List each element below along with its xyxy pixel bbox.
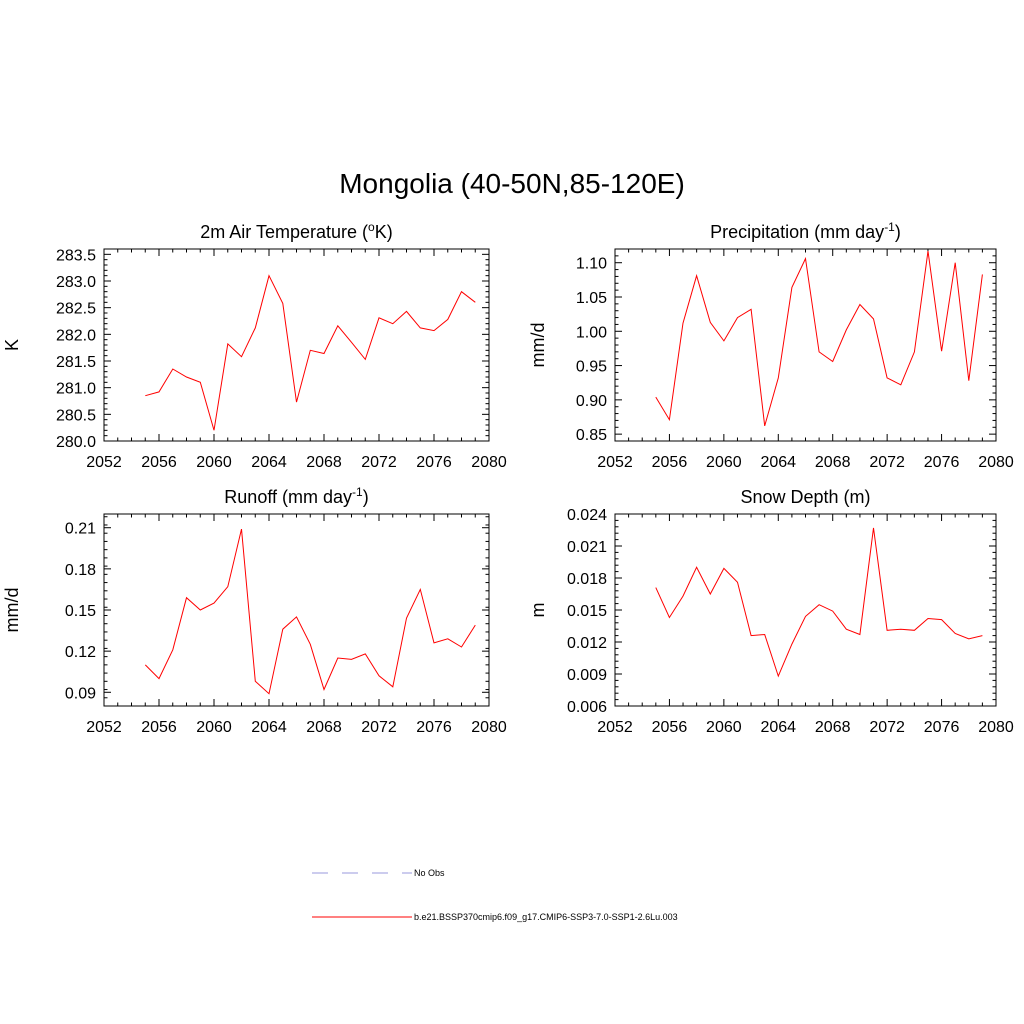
x-tick-label: 2076 bbox=[924, 454, 960, 471]
figure-title: Mongolia (40-50N,85-120E) bbox=[339, 168, 685, 199]
x-tick-label: 2064 bbox=[251, 454, 287, 471]
panel-title-superscript: o bbox=[368, 220, 375, 234]
x-tick-label: 2076 bbox=[416, 454, 452, 471]
y-axis-label: mm/d bbox=[528, 323, 548, 368]
x-tick-label: 2052 bbox=[597, 454, 633, 471]
x-tick-label: 2072 bbox=[361, 454, 397, 471]
x-tick-label: 2060 bbox=[706, 454, 742, 471]
x-tick-label: 2056 bbox=[141, 719, 177, 736]
panel-title-end: K) bbox=[375, 222, 393, 242]
y-axis-label: mm/d bbox=[2, 588, 22, 633]
y-tick-label: 283.0 bbox=[56, 274, 96, 291]
panel-title-main: Snow Depth (m) bbox=[740, 487, 870, 507]
legend-label-model-run: b.e21.BSSP370cmip6.f09_g17.CMIP6-SSP3-7.… bbox=[414, 912, 678, 922]
x-tick-label: 2060 bbox=[196, 719, 232, 736]
panel-title: 2m Air Temperature (oK) bbox=[200, 220, 392, 242]
chart-snow-depth: 2052 2056 2060 2064 2068 2072 2076 2080 0.006 0.0… bbox=[528, 487, 1014, 736]
x-tick-label: 2064 bbox=[760, 719, 796, 736]
x-tick-label: 2060 bbox=[706, 719, 742, 736]
legend-label-no-obs: No Obs bbox=[414, 868, 445, 878]
y-axis-label: K bbox=[2, 339, 22, 351]
plot-frame bbox=[614, 513, 997, 707]
y-tick-label: 0.21 bbox=[65, 521, 96, 538]
y-tick-label: 0.90 bbox=[576, 393, 607, 410]
x-tick-label: 2072 bbox=[869, 454, 905, 471]
panel-title-superscript: -1 bbox=[884, 220, 895, 234]
panel-title-superscript: -1 bbox=[352, 485, 363, 499]
panel-title-end: ) bbox=[895, 222, 901, 242]
legend-item-no-obs: No Obs bbox=[312, 868, 445, 878]
y-tick-label: 0.009 bbox=[567, 667, 607, 684]
chart-runoff: 2052 2056 2060 2064 2068 2072 2076 2080 0.09 0.12… bbox=[2, 485, 507, 736]
panel-title: Runoff (mm day-1) bbox=[224, 485, 368, 507]
x-tick-label: 2080 bbox=[471, 454, 507, 471]
y-axis-label: m bbox=[528, 603, 548, 618]
x-tick-label: 2052 bbox=[86, 719, 122, 736]
x-tick-label: 2068 bbox=[815, 719, 851, 736]
x-tick-label: 2064 bbox=[760, 454, 796, 471]
x-tick-label: 2072 bbox=[869, 719, 905, 736]
y-tick-label: 0.85 bbox=[576, 427, 607, 444]
y-tick-label: 0.012 bbox=[567, 635, 607, 652]
x-tick-label: 2052 bbox=[597, 719, 633, 736]
y-tick-label: 280.0 bbox=[56, 434, 96, 451]
y-tick-label: 282.5 bbox=[56, 301, 96, 318]
x-tick-label: 2056 bbox=[652, 719, 688, 736]
y-tick-label: 0.018 bbox=[567, 571, 607, 588]
x-tick-label: 2076 bbox=[924, 719, 960, 736]
chart-air-temperature: 2052 2056 2060 2064 2068 2072 2076 2080 280.0 280… bbox=[2, 220, 507, 471]
y-tick-label: 281.0 bbox=[56, 381, 96, 398]
y-tick-label: 282.0 bbox=[56, 327, 96, 344]
x-tick-label: 2068 bbox=[815, 454, 851, 471]
x-tick-label: 2052 bbox=[86, 454, 122, 471]
y-tick-label: 0.021 bbox=[567, 539, 607, 556]
y-tick-label: 283.5 bbox=[56, 247, 96, 264]
y-tick-label: 1.05 bbox=[576, 290, 607, 307]
chart-panels: 2052 2056 2060 2064 2068 2072 2076 2080 280.0 280… bbox=[2, 220, 1014, 736]
x-tick-label: 2056 bbox=[141, 454, 177, 471]
panel-title-main: Runoff (mm day bbox=[224, 487, 352, 507]
series-line bbox=[144, 528, 476, 695]
plot-frame bbox=[103, 513, 490, 707]
chart-precipitation: 2052 2056 2060 2064 2068 2072 2076 2080 0.85 0.90… bbox=[528, 220, 1014, 471]
panel-title: Precipitation (mm day-1) bbox=[710, 220, 901, 242]
panel-title-end: ) bbox=[363, 487, 369, 507]
x-tick-label: 2080 bbox=[978, 719, 1014, 736]
y-tick-label: 0.12 bbox=[65, 644, 96, 661]
x-tick-label: 2060 bbox=[196, 454, 232, 471]
x-tick-label: 2076 bbox=[416, 719, 452, 736]
y-tick-label: 0.015 bbox=[567, 603, 607, 620]
series-line bbox=[655, 251, 983, 427]
x-tick-label: 2068 bbox=[306, 719, 342, 736]
panel-title: Snow Depth (m) bbox=[740, 487, 870, 507]
panel-title-main: 2m Air Temperature ( bbox=[200, 222, 368, 242]
y-tick-label: 0.15 bbox=[65, 603, 96, 620]
y-tick-label: 0.95 bbox=[576, 359, 607, 376]
x-tick-label: 2056 bbox=[652, 454, 688, 471]
x-tick-label: 2072 bbox=[361, 719, 397, 736]
y-tick-label: 1.10 bbox=[576, 256, 607, 273]
y-tick-label: 1.00 bbox=[576, 324, 607, 341]
legend: No Obs b.e21.BSSP370cmip6.f09_g17.CMIP6-… bbox=[312, 868, 678, 922]
x-tick-label: 2080 bbox=[471, 719, 507, 736]
x-tick-label: 2064 bbox=[251, 719, 287, 736]
series-line bbox=[655, 527, 983, 678]
legend-item-model-run: b.e21.BSSP370cmip6.f09_g17.CMIP6-SSP3-7.… bbox=[312, 912, 678, 922]
plot-frame bbox=[103, 248, 490, 442]
plot-frame bbox=[614, 248, 997, 442]
y-tick-label: 0.024 bbox=[567, 507, 607, 524]
y-tick-label: 281.5 bbox=[56, 354, 96, 371]
x-tick-label: 2068 bbox=[306, 454, 342, 471]
y-tick-label: 0.09 bbox=[65, 685, 96, 702]
y-tick-label: 280.5 bbox=[56, 407, 96, 424]
y-tick-label: 0.18 bbox=[65, 562, 96, 579]
x-tick-label: 2080 bbox=[978, 454, 1014, 471]
y-tick-label: 0.006 bbox=[567, 699, 607, 716]
series-line bbox=[145, 274, 476, 431]
panel-title-main: Precipitation (mm day bbox=[710, 222, 884, 242]
